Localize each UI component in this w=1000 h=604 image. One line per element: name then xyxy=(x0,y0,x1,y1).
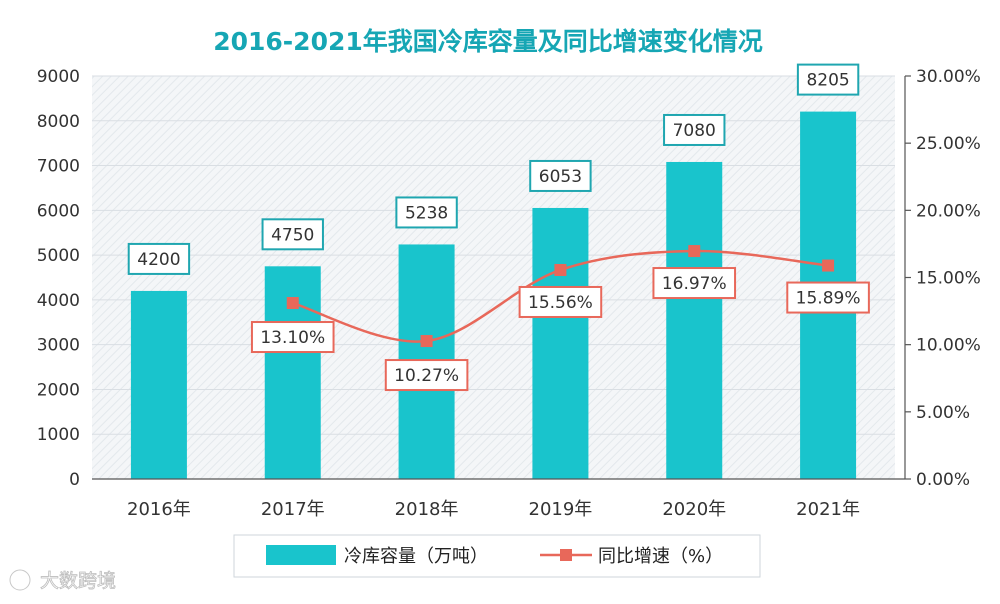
y-right-tick-label: 25.00% xyxy=(916,134,981,154)
growth-value-label-text: 15.56% xyxy=(528,293,593,313)
bar-value-label-text: 4750 xyxy=(271,225,314,245)
x-tick-label: 2019年 xyxy=(529,499,593,520)
chart-title: 2016-2021年我国冷库容量及同比增速变化情况 xyxy=(213,27,763,56)
bar-value-label: 4750 xyxy=(261,218,324,251)
watermark-logo-icon xyxy=(10,570,30,590)
x-tick-label: 2020年 xyxy=(662,499,726,520)
bar-value-label: 8205 xyxy=(796,63,860,96)
y-left-tick-label: 0 xyxy=(69,470,80,490)
growth-value-label: 13.10% xyxy=(250,321,335,354)
bar-value-label: 5238 xyxy=(395,196,458,229)
watermark-text: 大数跨境 xyxy=(40,570,116,592)
bar xyxy=(666,161,723,479)
legend-bar-swatch xyxy=(266,545,336,565)
legend-line-marker xyxy=(560,549,572,561)
line-point xyxy=(688,245,701,258)
y-left-tick-label: 5000 xyxy=(37,246,80,266)
x-tick-label: 2016年 xyxy=(127,499,191,520)
growth-value-label-box xyxy=(250,321,335,354)
x-tick-label: 2021年 xyxy=(796,499,860,520)
bar-value-label-text: 5238 xyxy=(405,203,448,223)
bar-value-label-text: 4200 xyxy=(137,250,180,270)
y-left-tick-label: 4000 xyxy=(37,291,80,311)
growth-value-label-box xyxy=(384,359,469,392)
growth-value-label-box xyxy=(652,267,737,300)
bar-value-label-box xyxy=(127,242,191,275)
bar xyxy=(130,290,187,479)
growth-value-label-text: 15.89% xyxy=(796,289,861,309)
y-left-tick-label: 3000 xyxy=(37,336,80,356)
watermark-logo-ring xyxy=(9,569,31,591)
growth-value-label-text: 10.27% xyxy=(394,366,459,386)
plot-area xyxy=(92,76,895,479)
legend-line-label: 同比增速（%） xyxy=(598,546,723,567)
line-point xyxy=(286,297,299,310)
line-point xyxy=(554,263,567,276)
growth-value-label: 15.56% xyxy=(518,285,603,318)
x-tick-label: 2018年 xyxy=(395,499,459,520)
growth-value-label: 10.27% xyxy=(384,359,469,392)
y-right-tick-label: 30.00% xyxy=(916,67,981,87)
bar-value-label-box xyxy=(529,159,592,192)
bar xyxy=(532,207,589,479)
bar-value-label: 6053 xyxy=(529,159,592,192)
legend-box xyxy=(233,534,761,578)
growth-value-label-text: 13.10% xyxy=(260,328,325,348)
line-point xyxy=(420,335,433,348)
growth-value-label: 15.89% xyxy=(786,281,870,314)
y-right-tick-label: 15.00% xyxy=(916,269,981,289)
legend-bar-label: 冷库容量（万吨） xyxy=(344,546,488,567)
growth-value-label-box xyxy=(518,285,603,318)
y-right-tick-label: 20.00% xyxy=(916,201,981,221)
legend: 冷库容量（万吨） 同比增速（%） xyxy=(233,534,761,578)
y-right-tick-label: 0.00% xyxy=(916,470,970,490)
y-left-tick-label: 2000 xyxy=(37,380,80,400)
growth-value-label-box xyxy=(786,281,870,314)
bar-value-label-box xyxy=(395,196,458,229)
growth-value-label-text: 16.97% xyxy=(662,274,727,294)
bar-value-label: 4200 xyxy=(127,242,191,275)
watermark: 大数跨境 xyxy=(9,569,116,592)
line-point xyxy=(822,259,835,272)
y-left-tick-label: 7000 xyxy=(37,157,80,177)
bar-value-label-box xyxy=(663,113,726,146)
bar-value-label-box xyxy=(796,63,860,96)
bar-value-label-text: 8205 xyxy=(806,71,849,91)
bar-value-label: 7080 xyxy=(663,113,726,146)
y-right-tick-label: 5.00% xyxy=(916,403,970,423)
y-left-tick-label: 9000 xyxy=(37,67,80,87)
y-left-tick-label: 6000 xyxy=(37,201,80,221)
y-left-tick-label: 8000 xyxy=(37,112,80,132)
bar-value-label-text: 6053 xyxy=(539,167,582,187)
bar-value-label-text: 7080 xyxy=(673,121,716,141)
growth-value-label: 16.97% xyxy=(652,267,737,300)
bar-value-label-box xyxy=(261,218,324,251)
x-tick-label: 2017年 xyxy=(261,499,325,520)
y-right-tick-label: 10.00% xyxy=(916,336,981,356)
y-left-tick-label: 1000 xyxy=(37,425,80,445)
